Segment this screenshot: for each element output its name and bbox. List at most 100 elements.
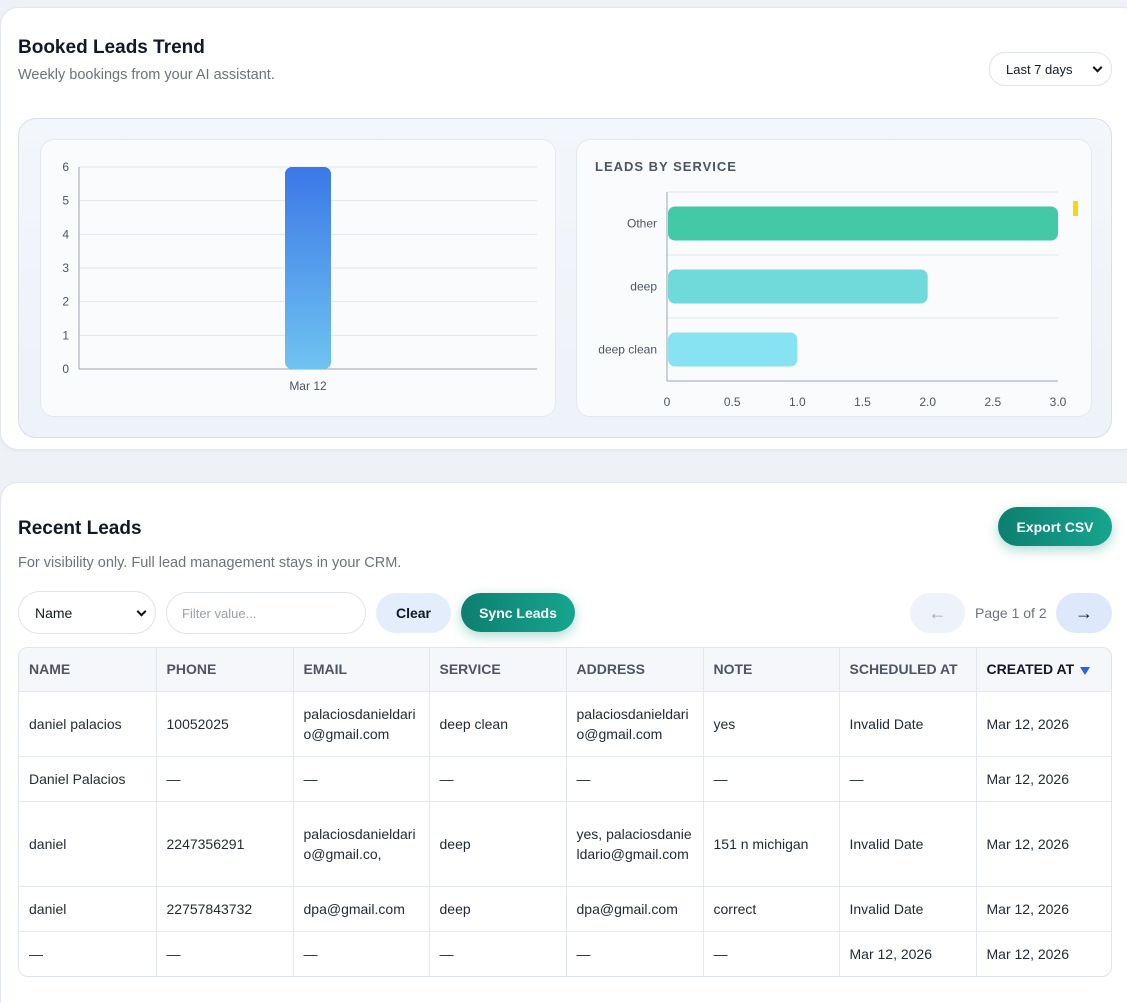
table-row[interactable]: Daniel Palacios — — — — — — Mar 12, 2026: [19, 756, 1111, 802]
cell-created-at: Mar 12, 2026: [976, 931, 1111, 976]
cell-name: daniel: [19, 886, 157, 932]
x-tick-label: 3.0: [1050, 395, 1067, 409]
cell-phone: 22757843732: [156, 886, 294, 932]
bar: [668, 332, 798, 367]
service-chart-title: LEADS BY SERVICE: [595, 159, 737, 174]
leads-card: Recent Leads For visibility only. Full l…: [0, 482, 1127, 1003]
y-tick-label: Other: [627, 217, 657, 231]
leads-subtitle: For visibility only. Full lead managemen…: [18, 555, 402, 571]
trend-title: Booked Leads Trend: [18, 37, 205, 58]
cell-scheduled-at: Invalid Date: [839, 691, 977, 757]
range-select-value: Last 7 days: [1006, 61, 1073, 77]
sync-leads-button[interactable]: Sync Leads: [461, 593, 575, 632]
range-select[interactable]: Last 7 days: [989, 52, 1112, 86]
y-tick-label: 3: [62, 261, 69, 275]
cell-address: —: [566, 756, 704, 802]
col-header-email[interactable]: EMAIL: [293, 648, 430, 692]
cell-email: —: [293, 756, 430, 802]
cell-service: —: [429, 756, 567, 802]
cell-phone: —: [156, 756, 294, 802]
cell-note: yes: [703, 691, 840, 757]
leads-table: NAME PHONE EMAIL SERVICE ADDRESS NOTE SC…: [19, 648, 1111, 976]
cell-service: deep clean: [429, 691, 567, 757]
y-tick-label: 2: [62, 295, 69, 309]
legend-marker: [1073, 201, 1078, 216]
prev-page-button[interactable]: ←: [910, 593, 965, 633]
x-tick-label: 1.5: [854, 395, 871, 409]
y-tick-label: 1: [62, 328, 69, 342]
bar: [668, 269, 928, 304]
cell-note: correct: [703, 886, 840, 932]
cell-created-at: Mar 12, 2026: [976, 691, 1111, 757]
col-header-address[interactable]: ADDRESS: [566, 648, 704, 692]
table-row[interactable]: daniel 2247356291 palaciosdanieldario@gmai…: [19, 801, 1111, 887]
cell-name: daniel: [19, 801, 157, 887]
filter-placeholder: Filter value...: [182, 605, 257, 621]
service-chart-panel: LEADS BY SERVICE 0 0.5 1.0 1.5 2.0 2.5 3.0 Othe…: [576, 139, 1092, 417]
leads-title: Recent Leads: [18, 518, 142, 539]
cell-created-at: Mar 12, 2026: [976, 801, 1111, 887]
cell-email: palaciosdanieldario@gmail.com: [293, 691, 430, 757]
x-tick-label: Mar 12: [289, 379, 327, 393]
col-header-created-at-label: CREATED AT: [986, 661, 1075, 678]
cell-note: 151 n michigan: [703, 801, 840, 887]
chevron-down-icon: [1092, 62, 1103, 73]
bookings-bar-chart: 0 1 2 3 4 5 6 Mar 12: [62, 160, 537, 393]
table-row[interactable]: daniel palacios 10052025 palaciosdanieldar…: [19, 691, 1111, 757]
cell-phone: 10052025: [156, 691, 294, 757]
cell-email: palaciosdanieldario@gmail.co,: [293, 801, 430, 887]
cell-address: palaciosdanieldario@gmail.com: [566, 691, 704, 757]
cell-name: daniel palacios: [19, 691, 157, 757]
cell-service: deep: [429, 886, 567, 932]
cell-address: —: [566, 931, 704, 976]
next-page-button[interactable]: →: [1056, 593, 1112, 633]
service-bar-chart: 0 0.5 1.0 1.5 2.0 2.5 3.0 Other deep deep clean: [598, 191, 1078, 409]
y-tick-label: 0: [62, 362, 69, 376]
cell-address: dpa@gmail.com: [566, 886, 704, 932]
filter-field-select[interactable]: Name: [18, 591, 156, 634]
cell-name: —: [19, 931, 157, 976]
filter-value-input[interactable]: Filter value...: [166, 592, 366, 634]
col-header-service[interactable]: SERVICE: [429, 648, 567, 692]
trend-subtitle: Weekly bookings from your AI assistant.: [18, 67, 275, 83]
y-tick-label: 6: [62, 160, 69, 174]
cell-phone: 2247356291: [156, 801, 294, 887]
cell-phone: —: [156, 931, 294, 976]
y-tick-label: 4: [62, 227, 69, 241]
bookings-chart-panel: 0 1 2 3 4 5 6 Mar 12: [40, 139, 556, 417]
table-header-row: NAME PHONE EMAIL SERVICE ADDRESS NOTE SC…: [19, 648, 1111, 692]
y-tick-label: deep clean: [598, 343, 657, 357]
col-header-name[interactable]: NAME: [19, 648, 157, 692]
cell-scheduled-at: Invalid Date: [839, 801, 977, 887]
cell-created-at: Mar 12, 2026: [976, 886, 1111, 932]
col-header-scheduled-at[interactable]: SCHEDULED AT: [839, 648, 977, 692]
leads-table-container: NAME PHONE EMAIL SERVICE ADDRESS NOTE SC…: [18, 647, 1112, 977]
cell-address: yes, palaciosdanieldario@gmail.com: [566, 801, 704, 887]
cell-name: Daniel Palacios: [19, 756, 157, 802]
cell-scheduled-at: —: [839, 756, 977, 802]
x-tick-label: 2.0: [919, 395, 936, 409]
cell-email: —: [293, 931, 430, 976]
cell-service: deep: [429, 801, 567, 887]
cell-email: dpa@gmail.com: [293, 886, 430, 932]
bar: [285, 167, 331, 369]
clear-button[interactable]: Clear: [376, 593, 451, 633]
bar: [668, 206, 1058, 241]
chevron-down-icon: [136, 606, 147, 617]
col-header-created-at[interactable]: CREATED AT: [976, 648, 1111, 692]
table-row[interactable]: daniel 22757843732 dpa@gmail.com deep dpa@gm…: [19, 886, 1111, 932]
cell-note: —: [703, 931, 840, 976]
filter-field-value: Name: [35, 604, 73, 621]
export-csv-button[interactable]: Export CSV: [998, 507, 1112, 546]
col-header-phone[interactable]: PHONE: [156, 648, 294, 692]
cell-note: —: [703, 756, 840, 802]
table-row[interactable]: — — — — — — Mar 12, 2026 Mar 12, 2026: [19, 931, 1111, 976]
y-tick-label: 5: [62, 194, 69, 208]
cell-scheduled-at: Mar 12, 2026: [839, 931, 977, 976]
page-indicator: Page 1 of 2: [975, 605, 1047, 621]
x-tick-label: 2.5: [984, 395, 1001, 409]
col-header-note[interactable]: NOTE: [703, 648, 840, 692]
trend-card: Booked Leads Trend Weekly bookings from …: [0, 7, 1127, 450]
y-tick-label: deep: [630, 280, 657, 294]
x-tick-label: 0.5: [724, 395, 741, 409]
